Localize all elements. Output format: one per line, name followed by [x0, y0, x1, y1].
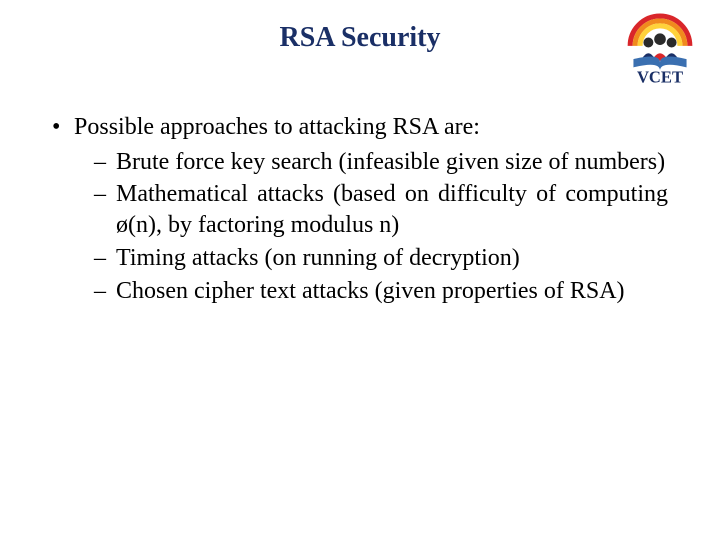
slide-title: RSA Security: [0, 22, 720, 54]
bullet-lvl1-text: Possible approaches to attacking RSA are…: [74, 114, 480, 140]
bullet-lvl2: – Mathematical attacks (based on difficu…: [52, 179, 668, 240]
bullet-lvl2-text: Brute force key search (infeasible given…: [116, 149, 665, 175]
bullet-lvl2-text: Timing attacks (on running of decryption…: [116, 245, 520, 271]
bullet-marker-lvl2: –: [94, 243, 106, 274]
bullet-marker-lvl1: •: [52, 112, 60, 143]
bullet-marker-lvl2: –: [94, 147, 106, 178]
bullet-lvl1: • Possible approaches to attacking RSA a…: [52, 112, 668, 143]
bullet-lvl2-text: Chosen cipher text attacks (given proper…: [116, 278, 625, 304]
bullet-lvl2: – Brute force key search (infeasible giv…: [52, 147, 668, 178]
slide: VCET RSA Security • Possible approaches …: [0, 0, 720, 540]
logo-label: VCET: [637, 67, 683, 84]
bullet-marker-lvl2: –: [94, 276, 106, 307]
bullet-lvl2-text: Mathematical attacks (based on difficult…: [116, 181, 668, 238]
slide-body: • Possible approaches to attacking RSA a…: [52, 112, 668, 308]
bullet-lvl2: – Chosen cipher text attacks (given prop…: [52, 276, 668, 307]
bullet-marker-lvl2: –: [94, 179, 106, 210]
bullet-lvl2: – Timing attacks (on running of decrypti…: [52, 243, 668, 274]
